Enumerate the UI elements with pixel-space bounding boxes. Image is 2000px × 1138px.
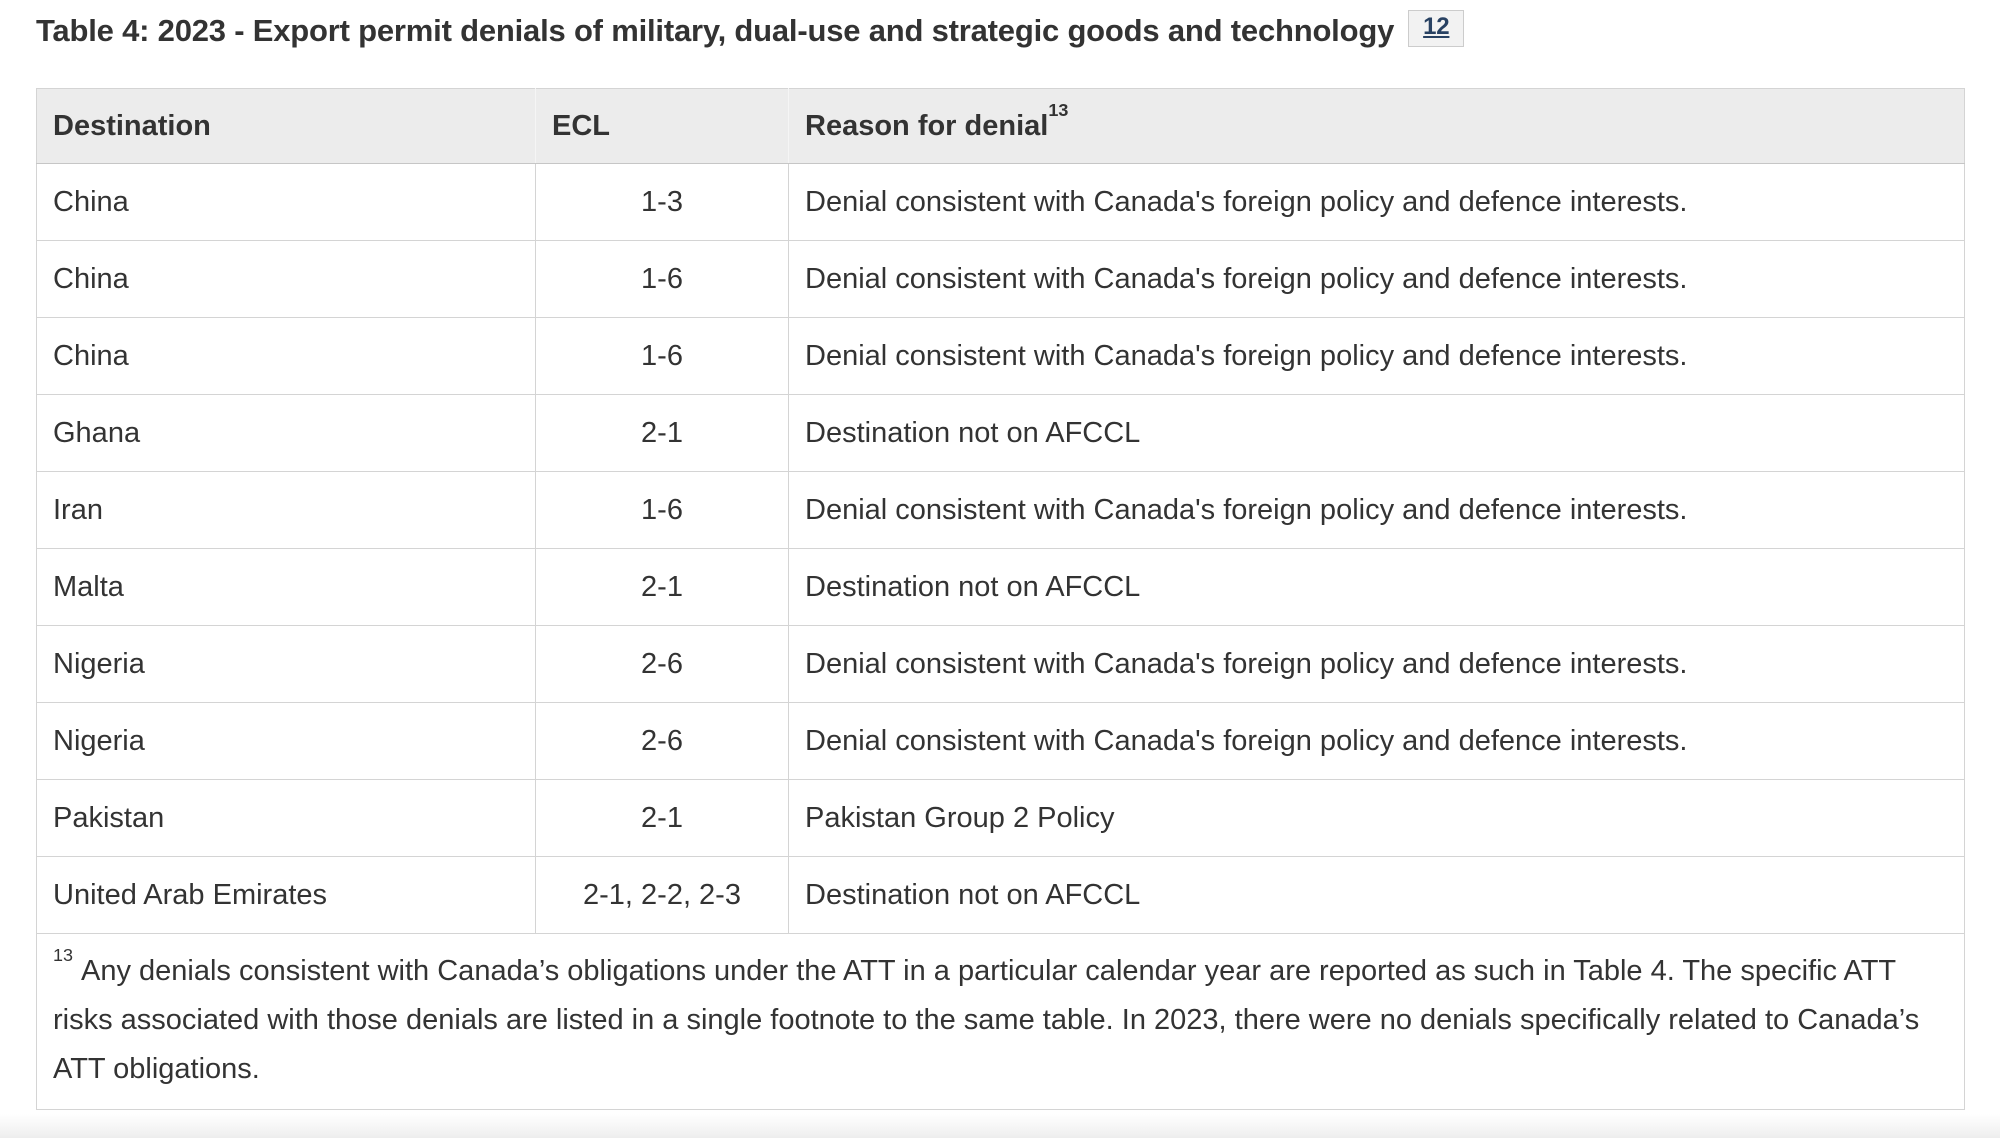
table-caption-text: Table 4: 2023 - Export permit denials of…: [36, 13, 1395, 48]
destination-cell: China: [36, 316, 536, 395]
header-row: Destination ECL Reason for denial13: [36, 87, 1965, 164]
ecl-cell: 1-6: [535, 316, 789, 395]
table-row: Malta 2-1 Destination not on AFCCL: [36, 547, 1965, 626]
ecl-cell: 2-1: [535, 393, 789, 472]
destination-cell: Nigeria: [36, 624, 536, 703]
reason-cell: Denial consistent with Canada's foreign …: [788, 624, 1965, 703]
column-header-reason-label: Reason for denial: [805, 109, 1049, 142]
table-body: China 1-3 Denial consistent with Canada'…: [36, 162, 1965, 1110]
table-row: Iran 1-6 Denial consistent with Canada's…: [36, 470, 1965, 549]
table-row: Ghana 2-1 Destination not on AFCCL: [36, 393, 1965, 472]
column-header-destination: Destination: [36, 87, 536, 164]
reason-cell: Denial consistent with Canada's foreign …: [788, 316, 1965, 395]
reason-cell: Denial consistent with Canada's foreign …: [788, 470, 1965, 549]
footnote-13-marker: 13: [1048, 100, 1069, 121]
destination-cell: China: [36, 162, 536, 241]
ecl-cell: 2-1: [535, 778, 789, 857]
table-row: Pakistan 2-1 Pakistan Group 2 Policy: [36, 778, 1965, 857]
table-caption: Table 4: 2023 - Export permit denials of…: [36, 10, 1964, 54]
reason-cell: Destination not on AFCCL: [788, 855, 1965, 934]
table-row: China 1-6 Denial consistent with Canada'…: [36, 239, 1965, 318]
ecl-cell: 2-1, 2-2, 2-3: [535, 855, 789, 934]
ecl-cell: 1-6: [535, 239, 789, 318]
reason-cell: Denial consistent with Canada's foreign …: [788, 701, 1965, 780]
footnote-12-link[interactable]: 12: [1408, 10, 1465, 47]
footnote-13-text: Any denials consistent with Canada’s obl…: [53, 954, 1920, 1085]
export-denials-table: Destination ECL Reason for denial13 Chin…: [36, 87, 1965, 1110]
page-bottom-edge: [0, 1114, 2000, 1138]
column-header-ecl: ECL: [535, 87, 789, 164]
table-row: Nigeria 2-6 Denial consistent with Canad…: [36, 624, 1965, 703]
ecl-cell: 2-1: [535, 547, 789, 626]
ecl-cell: 1-6: [535, 470, 789, 549]
reason-cell: Destination not on AFCCL: [788, 547, 1965, 626]
table-row: United Arab Emirates 2-1, 2-2, 2-3 Desti…: [36, 855, 1965, 934]
table-row: Nigeria 2-6 Denial consistent with Canad…: [36, 701, 1965, 780]
reason-cell: Destination not on AFCCL: [788, 393, 1965, 472]
footnote-13-cell: 13 Any denials consistent with Canada’s o…: [36, 932, 1965, 1110]
destination-cell: Ghana: [36, 393, 536, 472]
destination-cell: Malta: [36, 547, 536, 626]
ecl-cell: 2-6: [535, 624, 789, 703]
table-footnote-row: 13 Any denials consistent with Canada’s o…: [36, 932, 1965, 1110]
ecl-cell: 2-6: [535, 701, 789, 780]
reason-cell: Denial consistent with Canada's foreign …: [788, 239, 1965, 318]
table-header: Destination ECL Reason for denial13: [36, 87, 1965, 164]
ecl-cell: 1-3: [535, 162, 789, 241]
reason-cell: Pakistan Group 2 Policy: [788, 778, 1965, 857]
destination-cell: Iran: [36, 470, 536, 549]
destination-cell: Nigeria: [36, 701, 536, 780]
footnote-13-number: 13: [53, 945, 73, 966]
destination-cell: Pakistan: [36, 778, 536, 857]
column-header-reason: Reason for denial13: [788, 87, 1965, 164]
destination-cell: United Arab Emirates: [36, 855, 536, 934]
destination-cell: China: [36, 239, 536, 318]
table-row: China 1-6 Denial consistent with Canada'…: [36, 316, 1965, 395]
reason-cell: Denial consistent with Canada's foreign …: [788, 162, 1965, 241]
table-row: China 1-3 Denial consistent with Canada'…: [36, 162, 1965, 241]
page-content: Table 4: 2023 - Export permit denials of…: [36, 10, 1965, 1110]
